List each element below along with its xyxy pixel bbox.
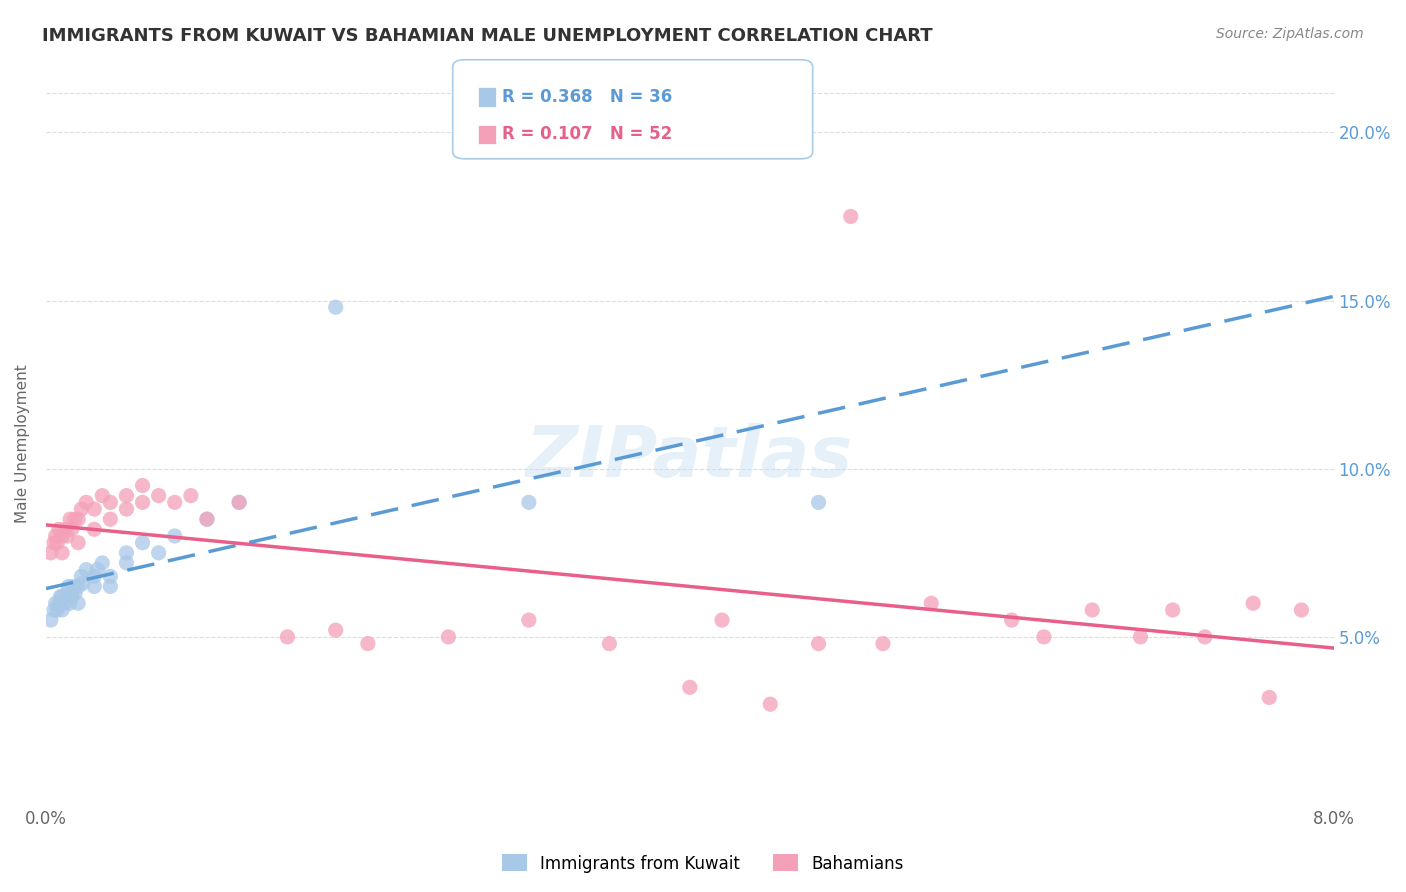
Point xyxy=(56,586,79,600)
Point xyxy=(75,495,97,509)
Point xyxy=(67,512,90,526)
Point xyxy=(51,603,73,617)
Point xyxy=(357,637,380,651)
Text: R = 0.107   N = 52: R = 0.107 N = 52 xyxy=(502,126,672,144)
Point xyxy=(83,502,105,516)
Point xyxy=(1081,603,1104,617)
Text: IMMIGRANTS FROM KUWAIT VS BAHAMIAN MALE UNEMPLOYMENT CORRELATION CHART: IMMIGRANTS FROM KUWAIT VS BAHAMIAN MALE … xyxy=(42,27,932,45)
Point xyxy=(46,535,69,549)
Point xyxy=(131,535,153,549)
Point xyxy=(91,556,114,570)
Point xyxy=(42,535,65,549)
Point xyxy=(131,495,153,509)
Point xyxy=(228,495,250,509)
Point xyxy=(1129,630,1152,644)
Point xyxy=(1291,603,1313,617)
Point xyxy=(148,489,170,503)
Point xyxy=(1258,690,1281,705)
Point xyxy=(75,563,97,577)
Point xyxy=(67,535,90,549)
Point xyxy=(807,495,830,509)
Point xyxy=(115,546,138,560)
Point xyxy=(872,637,894,651)
Point xyxy=(46,603,69,617)
Point xyxy=(70,569,93,583)
Point xyxy=(63,512,86,526)
Point xyxy=(45,596,67,610)
Point xyxy=(83,569,105,583)
Point xyxy=(91,489,114,503)
Point xyxy=(98,579,121,593)
Point xyxy=(807,637,830,651)
Point xyxy=(98,495,121,509)
Point xyxy=(180,489,202,503)
Point xyxy=(48,522,70,536)
Text: ZIPatlas: ZIPatlas xyxy=(526,424,853,492)
Y-axis label: Male Unemployment: Male Unemployment xyxy=(15,364,30,523)
Point xyxy=(62,579,84,593)
Point xyxy=(679,681,702,695)
Point xyxy=(195,512,218,526)
Point xyxy=(83,579,105,593)
Point xyxy=(711,613,734,627)
Point xyxy=(59,596,82,610)
Point xyxy=(1194,630,1216,644)
Point xyxy=(98,512,121,526)
Point xyxy=(325,300,347,314)
Point xyxy=(598,637,620,651)
Text: R = 0.368   N = 36: R = 0.368 N = 36 xyxy=(502,88,672,106)
Text: Source: ZipAtlas.com: Source: ZipAtlas.com xyxy=(1216,27,1364,41)
Point xyxy=(51,546,73,560)
Point xyxy=(228,495,250,509)
Point xyxy=(39,546,62,560)
Point xyxy=(115,502,138,516)
Legend: Immigrants from Kuwait, Bahamians: Immigrants from Kuwait, Bahamians xyxy=(495,847,911,880)
Point xyxy=(58,579,80,593)
Point xyxy=(67,579,90,593)
Point xyxy=(1161,603,1184,617)
Point xyxy=(115,556,138,570)
Point xyxy=(53,596,76,610)
Point xyxy=(83,522,105,536)
Point xyxy=(60,522,83,536)
Point xyxy=(195,512,218,526)
Point xyxy=(49,590,72,604)
Point xyxy=(86,563,108,577)
Point xyxy=(1032,630,1054,644)
Point xyxy=(839,210,862,224)
Point xyxy=(759,697,782,711)
Point xyxy=(67,596,90,610)
Point xyxy=(276,630,298,644)
Point xyxy=(53,522,76,536)
Point xyxy=(42,603,65,617)
Point xyxy=(51,590,73,604)
Point xyxy=(45,529,67,543)
Point xyxy=(517,613,540,627)
Point xyxy=(56,529,79,543)
Point xyxy=(437,630,460,644)
Point xyxy=(39,613,62,627)
Point xyxy=(48,596,70,610)
Point xyxy=(517,495,540,509)
Point xyxy=(59,512,82,526)
Point xyxy=(98,569,121,583)
Point xyxy=(163,495,186,509)
Point xyxy=(60,590,83,604)
Point xyxy=(325,623,347,637)
Point xyxy=(70,502,93,516)
Point xyxy=(920,596,942,610)
Point xyxy=(1241,596,1264,610)
Point xyxy=(163,529,186,543)
Point xyxy=(63,586,86,600)
Point xyxy=(1001,613,1024,627)
Point xyxy=(51,529,73,543)
Point xyxy=(72,576,94,591)
Point xyxy=(148,546,170,560)
Point xyxy=(115,489,138,503)
Point xyxy=(131,478,153,492)
